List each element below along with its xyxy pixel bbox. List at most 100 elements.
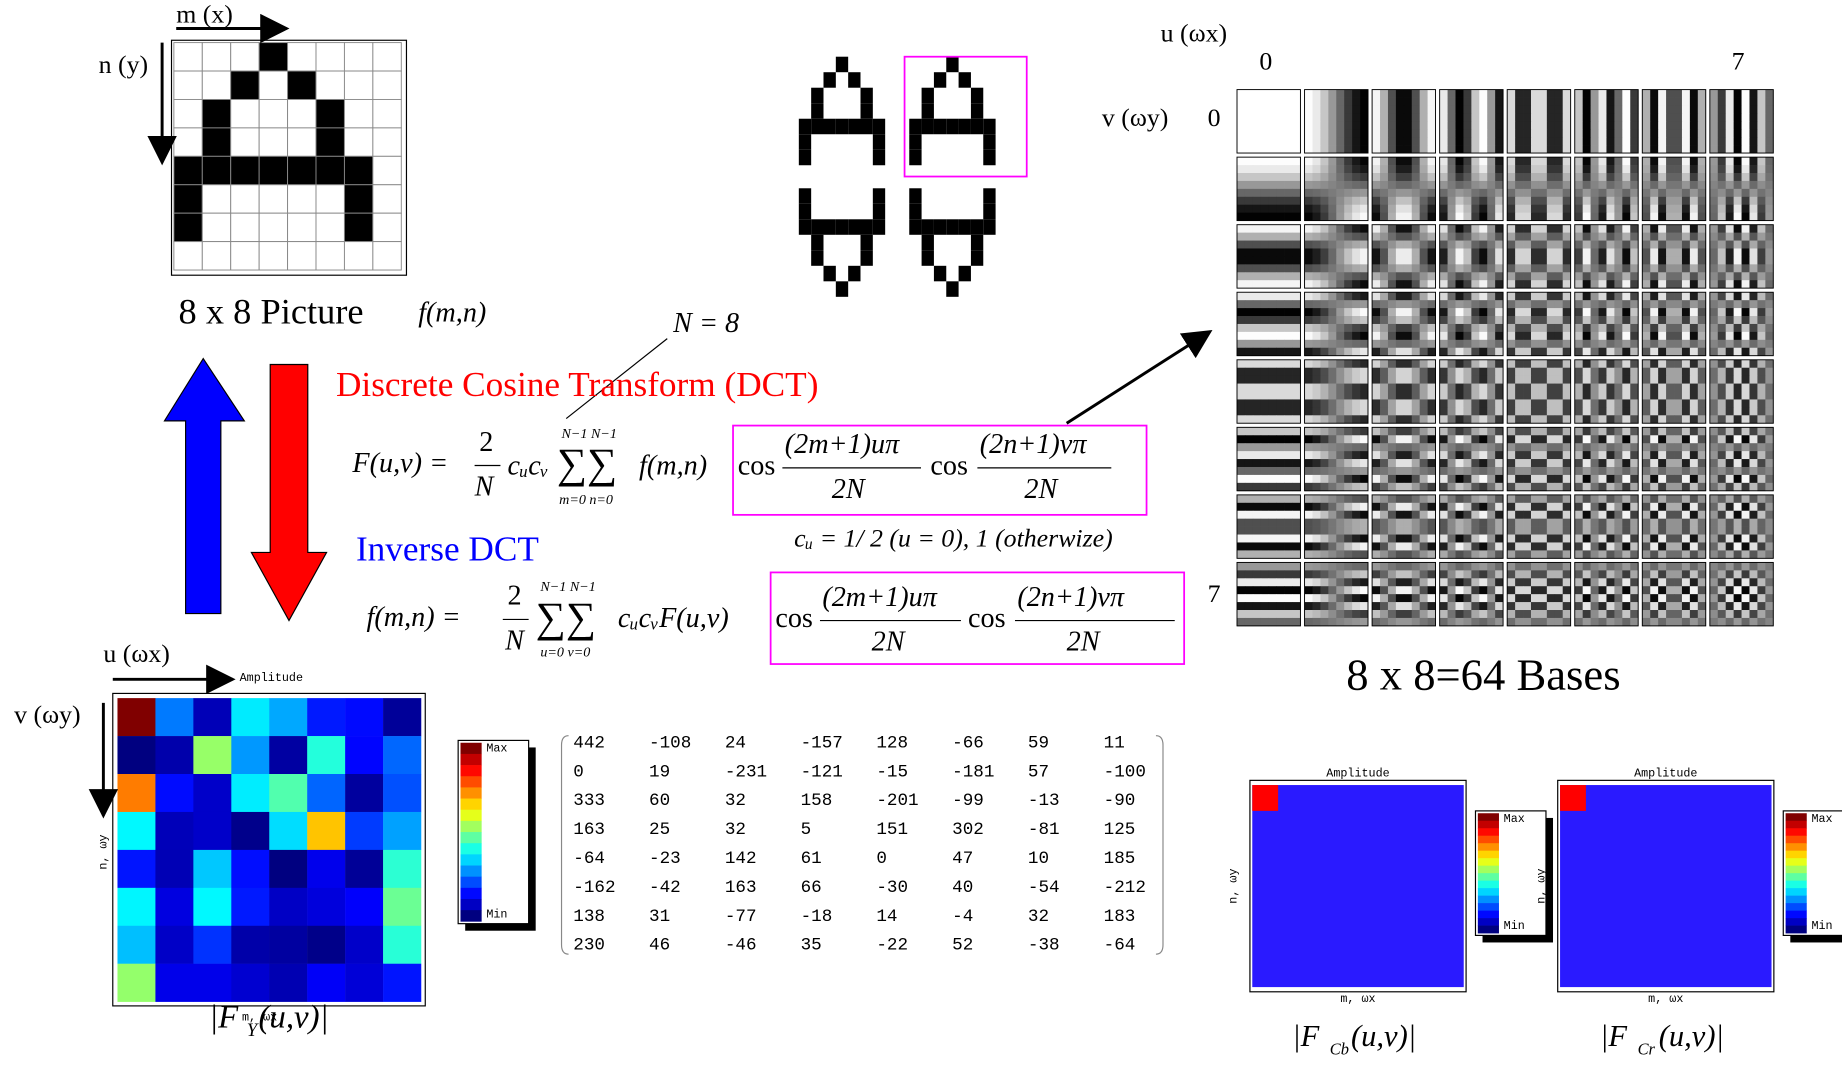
basis-pixel [1734,145,1742,153]
basis-pixel [1380,90,1388,98]
basis-pixel [1277,399,1285,407]
basis-pixel [1698,602,1706,610]
basis-pixel [1487,292,1495,300]
basis-pixel [1674,527,1682,535]
pixel [971,119,983,135]
basis-pixel [1710,256,1718,264]
basis-pixel [1658,264,1666,272]
formula-part: cᵤcᵥF(u,v) [618,603,729,634]
basis-pixel [1448,562,1456,570]
basis-pixel [1583,376,1591,384]
basis-pixel [1412,205,1420,213]
basis-pixel [1726,503,1734,511]
basis-pixel [1471,360,1479,368]
basis-pixel [1642,435,1650,443]
basis-pixel [1734,98,1742,106]
basis-pixel [1622,550,1630,558]
basis-pixel [1622,233,1630,241]
basis-pixel [1547,618,1555,626]
basis-pixel [1360,292,1368,300]
basis-pixel [1293,173,1301,181]
basis-pixel [1237,392,1245,400]
matrix-value: -162 [573,878,615,898]
basis-pixel [1253,90,1261,98]
basis-pixel [1718,105,1726,113]
basis-pixel [1539,503,1547,511]
basis-pixel [1305,197,1313,205]
basis-pixel [1360,399,1368,407]
basis-pixel [1523,248,1531,256]
basis-pixel [1642,475,1650,483]
basis-pixel [1666,527,1674,535]
basis-pixel [1380,272,1388,280]
basis-pixel [1710,602,1718,610]
basis-pixel [1757,213,1765,221]
pixel [259,71,287,99]
pixel [861,219,873,235]
basis-pixel [1277,594,1285,602]
basis-pixel [1479,384,1487,392]
basis-pixel [1555,113,1563,121]
basis-pixel [1328,233,1336,241]
basis-pixel [1606,157,1614,165]
basis-pixel [1285,527,1293,535]
basis-pixel [1293,205,1301,213]
basis-pixel [1523,519,1531,527]
heat-cell [345,850,383,888]
basis-pixel [1448,495,1456,503]
basis-pixel [1487,90,1495,98]
basis-pixel [1237,483,1245,491]
basis-pixel [1277,213,1285,221]
basis-pixel [1583,459,1591,467]
basis-pixel [1352,205,1360,213]
basis-pixel [1710,145,1718,153]
legend-max: Max [486,742,507,756]
basis-pixel [1726,300,1734,308]
formula-part: cos [775,603,813,634]
basis-pixel [1277,300,1285,308]
basis-pixel [1305,483,1313,491]
basis-pixel [1463,129,1471,137]
basis-pixel [1599,594,1607,602]
basis-pixel [1428,503,1436,511]
basis-pixel [1328,213,1336,221]
basis-pixel [1261,392,1269,400]
basis-pixel [1388,570,1396,578]
basis-pixel [1344,348,1352,356]
basis-pixel [1726,535,1734,543]
basis-pixel [1372,129,1380,137]
basis-pixel [1372,562,1380,570]
basis-pixel [1269,340,1277,348]
basis-pixel [1487,137,1495,145]
basis-pixel [1420,427,1428,435]
basis-pixel [1674,300,1682,308]
basis-pixel [1749,340,1757,348]
basis-pixel [1245,300,1253,308]
basis-pixel [1507,535,1515,543]
basis-pixel [1269,527,1277,535]
pixel [799,134,811,150]
basis-pixel [1312,610,1320,618]
basis-pixel [1396,527,1404,535]
formula-part: 2 [507,581,521,612]
basis-pixel [1539,467,1547,475]
basis-pixel [1666,205,1674,213]
basis-pixel [1547,308,1555,316]
basis-pixel [1463,233,1471,241]
formula-part: (2n+1)vπ [1017,582,1125,613]
basis-pixel [1328,542,1336,550]
heat-cell [269,774,307,812]
basis-pixel [1412,427,1420,435]
basis-pixel [1698,157,1706,165]
basis-pixel [1757,181,1765,189]
basis-pixel [1396,340,1404,348]
pixel [823,119,835,135]
basis-pixel [1539,610,1547,618]
basis-pixel [1312,256,1320,264]
basis-pixel [1388,165,1396,173]
basis-pixel [1539,459,1547,467]
basis-pixel [1312,459,1320,467]
basis-pixel [1253,181,1261,189]
basis-pixel [1269,542,1277,550]
basis-pixel [1320,503,1328,511]
